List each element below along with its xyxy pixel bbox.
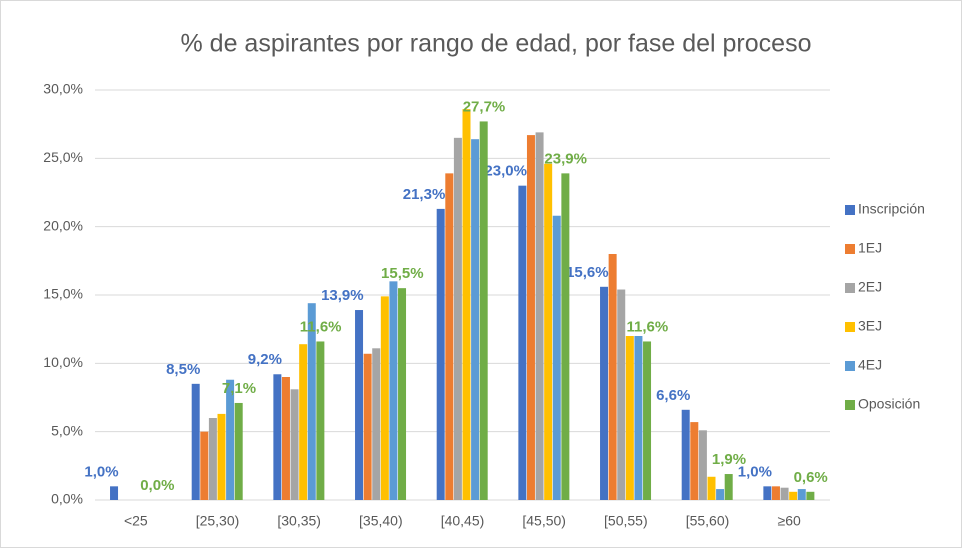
y-tick-label: 15,0% [43, 286, 83, 302]
legend-label: Oposición [858, 396, 920, 412]
bar [526, 135, 535, 500]
bar [716, 489, 725, 500]
bar [724, 474, 733, 500]
data-label: 21,3% [403, 186, 446, 203]
bar [281, 377, 290, 500]
data-label: 1,0% [84, 463, 118, 480]
bar [763, 486, 772, 500]
x-tick-label: [50,55) [604, 513, 648, 529]
bar [208, 418, 217, 500]
y-tick-label: 0,0% [51, 491, 83, 507]
bar [273, 374, 282, 500]
legend-swatch [845, 205, 855, 215]
legend-swatch [845, 244, 855, 254]
bar [436, 208, 445, 500]
bar [643, 341, 652, 500]
data-label: 23,0% [484, 163, 527, 180]
data-label: 15,5% [381, 265, 424, 282]
bar [299, 344, 308, 500]
bar [561, 173, 570, 500]
x-tick-label: [30,35) [277, 513, 321, 529]
bar [380, 296, 389, 500]
bar [681, 409, 690, 500]
bar [707, 476, 716, 500]
bar [445, 173, 454, 500]
x-tick-label: <25 [124, 513, 148, 529]
x-tick-label: [40,45) [441, 513, 485, 529]
bar [789, 491, 798, 500]
data-label: 1,0% [738, 463, 772, 480]
y-tick-label: 30,0% [43, 81, 83, 97]
legend-swatch [845, 322, 855, 332]
legend-label: 2EJ [858, 279, 882, 295]
data-label: 8,5% [166, 361, 200, 378]
x-tick-label: [45,50) [522, 513, 566, 529]
bar [234, 402, 243, 500]
bar [372, 348, 381, 500]
bar [316, 341, 325, 500]
legend-label: 3EJ [858, 318, 882, 334]
legend-label: Inscripción [858, 201, 925, 217]
data-label: 11,6% [300, 318, 342, 335]
data-label: 9,2% [248, 351, 282, 368]
data-label: 23,9% [544, 150, 587, 167]
bar [355, 310, 364, 500]
x-tick-label: [35,40) [359, 513, 403, 529]
bar [806, 491, 815, 500]
bar [363, 353, 372, 500]
bar [217, 413, 226, 500]
bar [600, 286, 609, 500]
data-label: 7,1% [222, 380, 256, 397]
bar [771, 486, 780, 500]
bar [552, 215, 561, 500]
y-tick-label: 10,0% [43, 354, 83, 370]
bar [535, 132, 544, 500]
legend-swatch [845, 361, 855, 371]
data-label: 0,0% [140, 477, 174, 494]
bar [226, 379, 235, 500]
bar [544, 163, 553, 501]
bar [389, 281, 398, 500]
x-tick-label: ≥60 [778, 513, 801, 529]
bar [797, 489, 806, 500]
bar [398, 288, 407, 500]
bar [110, 486, 119, 500]
data-label: 11,6% [626, 318, 668, 335]
bar [625, 336, 634, 500]
bar [479, 121, 488, 500]
bar [453, 137, 462, 501]
legend-swatch [845, 400, 855, 410]
data-label: 15,6% [566, 264, 609, 281]
y-tick-label: 20,0% [43, 217, 83, 233]
y-tick-label: 5,0% [51, 422, 83, 438]
bar [462, 109, 471, 500]
bar [698, 430, 707, 500]
data-label: 27,7% [463, 98, 506, 115]
bar [518, 185, 527, 500]
bar [634, 336, 643, 500]
bar [307, 303, 316, 500]
data-label: 6,6% [656, 387, 690, 404]
bar [780, 487, 789, 500]
y-tick-label: 25,0% [43, 149, 83, 165]
bar [191, 383, 200, 500]
bar [200, 431, 209, 500]
bar [290, 389, 299, 500]
legend-label: 1EJ [858, 240, 882, 256]
data-label: 0,6% [794, 469, 828, 486]
legend-swatch [845, 283, 855, 293]
chart-title: % de aspirantes por rango de edad, por f… [181, 30, 812, 58]
bar [471, 139, 480, 500]
data-label: 13,9% [321, 287, 364, 304]
x-tick-label: [55,60) [686, 513, 730, 529]
bar [690, 422, 699, 500]
bar [617, 289, 626, 500]
data-label: 1,9% [712, 451, 746, 468]
legend-label: 4EJ [858, 357, 882, 373]
x-tick-label: [25,30) [196, 513, 240, 529]
bar [608, 254, 617, 500]
